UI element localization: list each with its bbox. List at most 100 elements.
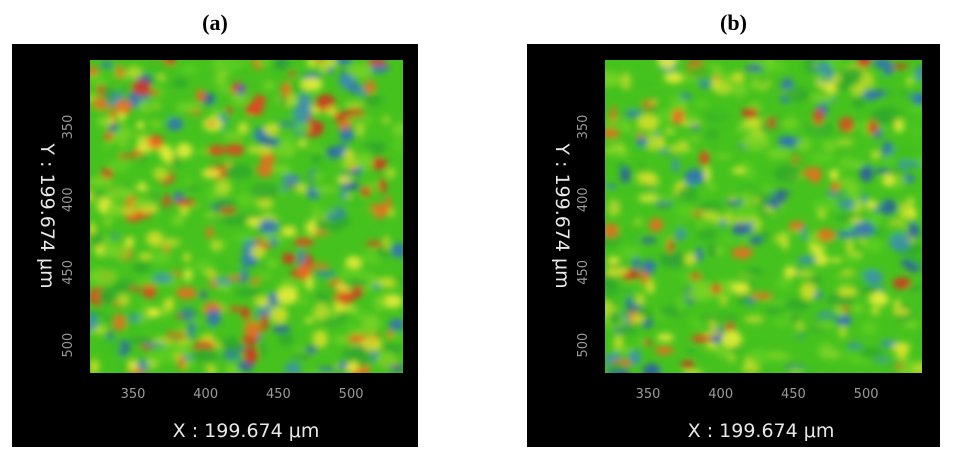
texture-blob	[619, 283, 645, 288]
texture-blob	[340, 161, 360, 169]
texture-blob	[609, 311, 621, 326]
texture-blob	[124, 237, 135, 248]
texture-blob	[673, 107, 682, 124]
texture-blob	[312, 186, 338, 193]
texture-blob	[101, 86, 115, 102]
texture-blob	[838, 324, 847, 339]
texture-blob	[206, 308, 221, 327]
texture-blob	[220, 75, 227, 93]
texture-blob	[256, 199, 274, 210]
texture-blob	[770, 191, 792, 196]
texture-blob	[392, 278, 403, 283]
texture-blob	[244, 213, 262, 219]
texture-blob	[139, 153, 147, 164]
texture-blob	[894, 119, 905, 133]
texture-blob	[721, 330, 742, 348]
texture-blob	[680, 360, 696, 369]
texture-blob	[90, 176, 114, 187]
texture-blob	[224, 364, 241, 373]
texture-blob	[666, 321, 697, 326]
texture-blob	[145, 60, 169, 76]
texture-blob	[296, 183, 307, 194]
texture-blob	[275, 142, 296, 158]
texture-blob	[641, 259, 656, 274]
texture-blob	[874, 168, 891, 174]
texture-blob	[207, 144, 226, 156]
texture-blob	[226, 306, 246, 312]
texture-blob	[637, 104, 659, 111]
texture-blob	[687, 348, 695, 356]
texture-blob	[757, 194, 776, 202]
texture-blob	[735, 202, 761, 218]
texture-blob	[749, 237, 764, 245]
texture-blob	[90, 314, 99, 331]
texture-blob	[843, 253, 860, 264]
texture-blob	[699, 266, 709, 282]
texture-blob	[159, 144, 174, 162]
texture-blob	[260, 138, 281, 147]
texture-blob	[634, 219, 643, 224]
texture-blob	[652, 194, 676, 204]
texture-blob	[214, 278, 233, 287]
panel: (a) 350 400 450 500 350 400 450 500 Y : 199.674 μ…	[12, 10, 418, 447]
texture-blob	[867, 120, 878, 135]
texture-blob	[731, 71, 745, 83]
texture-blob	[671, 158, 680, 173]
texture-blob	[281, 226, 296, 237]
texture-blob	[234, 287, 262, 297]
texture-blob	[174, 199, 197, 207]
texture-blob	[746, 165, 757, 181]
texture-blob	[892, 308, 911, 316]
texture-blob	[643, 339, 652, 346]
texture-blob	[300, 77, 323, 92]
texture-blob	[129, 286, 141, 292]
texture-blob	[790, 313, 799, 325]
texture-blob	[625, 228, 639, 247]
texture-blob	[605, 223, 619, 238]
y-axis-title: Y : 199.674 μm	[551, 142, 573, 288]
texture-blob	[350, 361, 359, 366]
texture-blob	[751, 292, 773, 300]
texture-blob	[816, 72, 829, 81]
texture-blob	[281, 253, 296, 265]
texture-blob	[187, 119, 209, 126]
texture-blob	[681, 370, 704, 373]
texture-blob	[221, 214, 249, 226]
texture-blob	[838, 116, 854, 133]
x-tick-label: 450	[781, 387, 806, 402]
texture-blob	[862, 90, 881, 101]
texture-blob	[256, 162, 273, 178]
texture-blob	[339, 127, 354, 143]
texture-blob	[192, 259, 214, 273]
texture-blob	[310, 173, 318, 189]
x-tick-label: 400	[193, 387, 218, 402]
texture-blob	[147, 137, 164, 149]
surface-map	[90, 60, 403, 373]
texture-blob	[352, 270, 372, 281]
texture-blob	[227, 275, 243, 281]
texture-blob	[153, 166, 167, 181]
texture-blob	[177, 355, 186, 371]
y-tick-label: 400	[61, 187, 76, 212]
texture-blob	[645, 279, 655, 295]
texture-blob	[387, 167, 396, 178]
texture-blob	[691, 334, 712, 343]
texture-blob	[737, 291, 749, 307]
texture-blob	[628, 349, 641, 366]
texture-blob	[703, 330, 721, 336]
texture-blob	[138, 98, 151, 114]
texture-blob	[663, 72, 684, 84]
texture-blob	[90, 231, 104, 247]
texture-blob	[707, 135, 720, 153]
texture-blob	[306, 275, 314, 291]
texture-blob	[802, 167, 823, 179]
texture-blob	[891, 144, 919, 162]
texture-blob	[605, 71, 623, 87]
texture-blob	[632, 257, 641, 270]
texture-blob	[206, 121, 216, 126]
x-axis-title: X : 199.674 μm	[688, 420, 835, 442]
texture-blob	[231, 91, 248, 105]
texture-blob	[838, 198, 856, 210]
texture-blob	[654, 346, 675, 355]
